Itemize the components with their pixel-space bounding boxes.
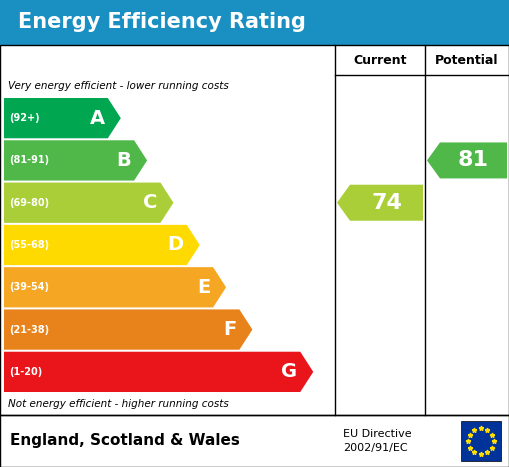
- Text: (1-20): (1-20): [9, 367, 42, 377]
- Bar: [461, 421, 501, 461]
- Text: (21-38): (21-38): [9, 325, 49, 334]
- Text: England, Scotland & Wales: England, Scotland & Wales: [10, 433, 240, 448]
- Text: C: C: [143, 193, 157, 212]
- Text: 81: 81: [458, 150, 489, 170]
- Text: (69-80): (69-80): [9, 198, 49, 208]
- Bar: [0, 45, 509, 415]
- Text: F: F: [223, 320, 236, 339]
- Polygon shape: [4, 310, 252, 350]
- Bar: [0, 0, 509, 45]
- Text: Potential: Potential: [435, 54, 499, 66]
- Text: Current: Current: [353, 54, 407, 66]
- Polygon shape: [337, 185, 423, 221]
- Polygon shape: [4, 98, 121, 138]
- Text: B: B: [117, 151, 131, 170]
- Polygon shape: [427, 142, 507, 178]
- Text: A: A: [90, 109, 105, 127]
- Text: E: E: [197, 278, 210, 297]
- Text: (55-68): (55-68): [9, 240, 49, 250]
- Text: D: D: [167, 235, 184, 255]
- Text: (39-54): (39-54): [9, 282, 49, 292]
- Text: (81-91): (81-91): [9, 156, 49, 165]
- Text: Energy Efficiency Rating: Energy Efficiency Rating: [18, 13, 306, 33]
- Bar: [0, 415, 509, 467]
- Text: EU Directive
2002/91/EC: EU Directive 2002/91/EC: [343, 429, 412, 453]
- Polygon shape: [4, 267, 226, 307]
- Text: G: G: [281, 362, 297, 382]
- Text: 74: 74: [371, 193, 402, 212]
- Polygon shape: [4, 225, 200, 265]
- Polygon shape: [4, 352, 313, 392]
- Text: Not energy efficient - higher running costs: Not energy efficient - higher running co…: [8, 399, 229, 409]
- Text: Very energy efficient - lower running costs: Very energy efficient - lower running co…: [8, 81, 229, 91]
- Polygon shape: [4, 183, 174, 223]
- Polygon shape: [4, 140, 147, 181]
- Text: (92+): (92+): [9, 113, 40, 123]
